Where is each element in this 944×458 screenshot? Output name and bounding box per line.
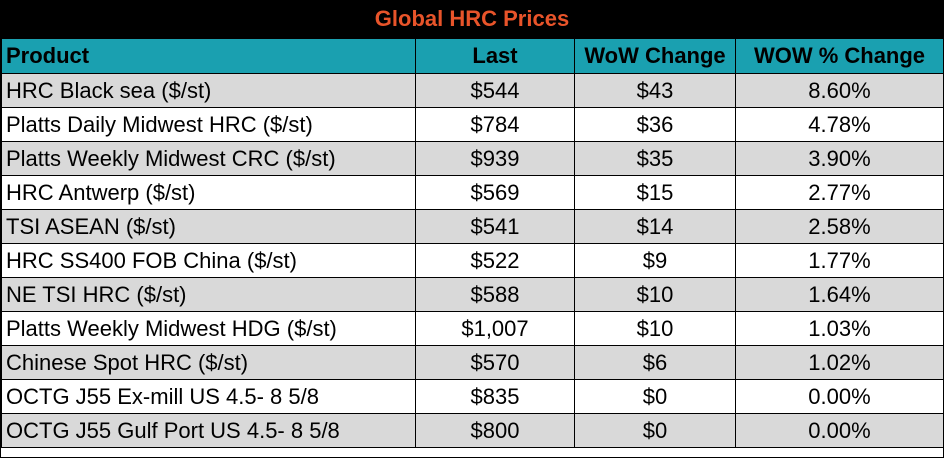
cell-product: OCTG J55 Gulf Port US 4.5- 8 5/8 bbox=[1, 413, 416, 448]
cell-product: HRC SS400 FOB China ($/st) bbox=[1, 243, 416, 278]
header-product: Product bbox=[1, 38, 416, 74]
cell-last: $800 bbox=[415, 413, 575, 448]
prices-table: Product Last WoW Change WOW % Change HRC… bbox=[1, 38, 944, 448]
table-row: HRC Antwerp ($/st) $569 $15 2.77% bbox=[1, 175, 944, 210]
cell-wow-change: $15 bbox=[574, 175, 736, 210]
table-row: Chinese Spot HRC ($/st) $570 $6 1.02% bbox=[1, 345, 944, 380]
cell-product: TSI ASEAN ($/st) bbox=[1, 209, 416, 244]
table-body: HRC Black sea ($/st) $544 $43 8.60% Platts D… bbox=[1, 73, 944, 448]
cell-last: $570 bbox=[415, 345, 575, 380]
cell-last: $569 bbox=[415, 175, 575, 210]
header-wow-change: WoW Change bbox=[574, 38, 736, 74]
cell-wow-change: $35 bbox=[574, 141, 736, 176]
cell-product: HRC Black sea ($/st) bbox=[1, 73, 416, 108]
table-row: Platts Weekly Midwest CRC ($/st) $939 $35 3… bbox=[1, 141, 944, 176]
cell-wow-pct-change: 3.90% bbox=[735, 141, 944, 176]
cell-wow-pct-change: 8.60% bbox=[735, 73, 944, 108]
header-last: Last bbox=[415, 38, 575, 74]
header-wow-pct-change: WOW % Change bbox=[735, 38, 944, 74]
cell-last: $588 bbox=[415, 277, 575, 312]
cell-product: Platts Weekly Midwest HDG ($/st) bbox=[1, 311, 416, 346]
cell-last: $835 bbox=[415, 379, 575, 414]
cell-wow-change: $10 bbox=[574, 277, 736, 312]
cell-last: $784 bbox=[415, 107, 575, 142]
table-row: NE TSI HRC ($/st) $588 $10 1.64% bbox=[1, 277, 944, 312]
header-row: Product Last WoW Change WOW % Change bbox=[1, 38, 944, 74]
table-row: OCTG J55 Gulf Port US 4.5- 8 5/8 $800 $0 0.… bbox=[1, 413, 944, 448]
cell-wow-pct-change: 1.03% bbox=[735, 311, 944, 346]
cell-product: Chinese Spot HRC ($/st) bbox=[1, 345, 416, 380]
cell-wow-pct-change: 0.00% bbox=[735, 379, 944, 414]
table-row: HRC SS400 FOB China ($/st) $522 $9 1.77% bbox=[1, 243, 944, 278]
table-title: Global HRC Prices bbox=[1, 1, 943, 38]
cell-last: $522 bbox=[415, 243, 575, 278]
cell-wow-pct-change: 2.58% bbox=[735, 209, 944, 244]
cell-wow-change: $9 bbox=[574, 243, 736, 278]
cell-product: HRC Antwerp ($/st) bbox=[1, 175, 416, 210]
cell-wow-change: $14 bbox=[574, 209, 736, 244]
cell-wow-change: $0 bbox=[574, 379, 736, 414]
cell-last: $1,007 bbox=[415, 311, 575, 346]
cell-last: $544 bbox=[415, 73, 575, 108]
cell-wow-pct-change: 4.78% bbox=[735, 107, 944, 142]
cell-wow-pct-change: 0.00% bbox=[735, 413, 944, 448]
table-row: Platts Daily Midwest HRC ($/st) $784 $36 4.… bbox=[1, 107, 944, 142]
cell-last: $939 bbox=[415, 141, 575, 176]
cell-product: OCTG J55 Ex-mill US 4.5- 8 5/8 bbox=[1, 379, 416, 414]
cell-wow-change: $10 bbox=[574, 311, 736, 346]
cell-wow-pct-change: 2.77% bbox=[735, 175, 944, 210]
cell-wow-change: $0 bbox=[574, 413, 736, 448]
table-row: OCTG J55 Ex-mill US 4.5- 8 5/8 $835 $0 0.00… bbox=[1, 379, 944, 414]
table-row: TSI ASEAN ($/st) $541 $14 2.58% bbox=[1, 209, 944, 244]
table-row: Platts Weekly Midwest HDG ($/st) $1,007 $1… bbox=[1, 311, 944, 346]
cell-wow-change: $43 bbox=[574, 73, 736, 108]
cell-wow-change: $6 bbox=[574, 345, 736, 380]
cell-last: $541 bbox=[415, 209, 575, 244]
cell-product: NE TSI HRC ($/st) bbox=[1, 277, 416, 312]
cell-wow-pct-change: 1.77% bbox=[735, 243, 944, 278]
cell-wow-change: $36 bbox=[574, 107, 736, 142]
cell-wow-pct-change: 1.02% bbox=[735, 345, 944, 380]
cell-product: Platts Weekly Midwest CRC ($/st) bbox=[1, 141, 416, 176]
cell-wow-pct-change: 1.64% bbox=[735, 277, 944, 312]
cell-product: Platts Daily Midwest HRC ($/st) bbox=[1, 107, 416, 142]
table-row: HRC Black sea ($/st) $544 $43 8.60% bbox=[1, 73, 944, 108]
